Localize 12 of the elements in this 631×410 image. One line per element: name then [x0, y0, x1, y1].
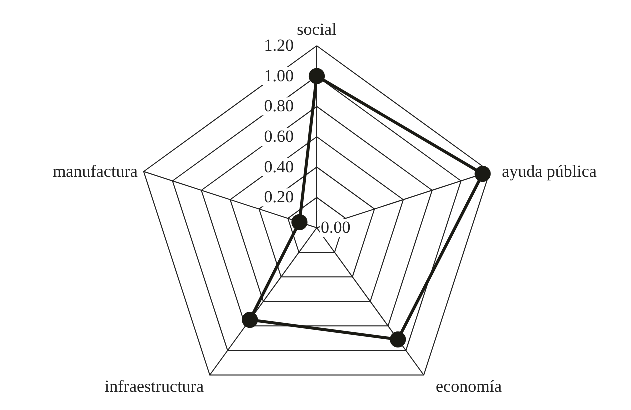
y-tick-label: 0.40	[264, 157, 294, 176]
spoke-label: ayuda pública	[502, 162, 598, 181]
spoke-label: infraestructura	[104, 377, 204, 396]
spoke-label: manufactura	[52, 162, 138, 181]
spoke-label: social	[297, 20, 338, 39]
y-tick-label: 0.60	[264, 127, 294, 146]
y-tick-label: 0.00	[321, 218, 351, 237]
y-tick-label: 0.80	[264, 96, 294, 116]
y-tick-label: 1.20	[264, 36, 294, 55]
spoke-label: economía	[436, 377, 503, 396]
y-tick-label: 0.20	[264, 188, 294, 207]
y-tick-label: 1.00	[264, 66, 294, 86]
